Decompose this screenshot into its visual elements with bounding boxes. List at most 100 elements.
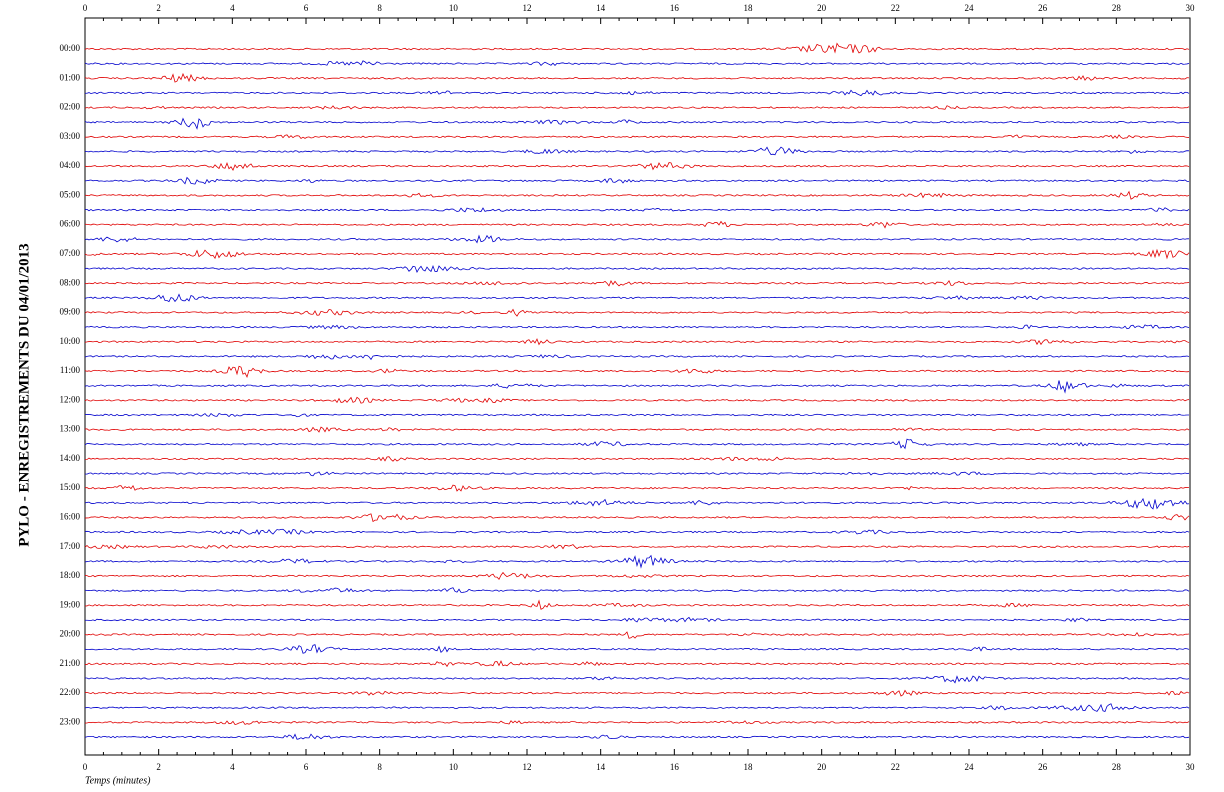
seismic-trace: [84, 60, 1190, 66]
row-label: 07:00: [59, 248, 80, 258]
seismic-trace: [84, 220, 1190, 229]
x-tick-label-top: 4: [230, 3, 235, 13]
seismic-trace: [84, 528, 1190, 536]
x-tick-label-top: 20: [817, 3, 827, 13]
x-tick-label-top: 30: [1186, 3, 1196, 13]
x-tick-label-top: 22: [891, 3, 900, 13]
seismic-trace: [84, 293, 1190, 303]
seismic-trace: [84, 456, 1190, 462]
seismic-trace: [84, 675, 1190, 684]
seismic-trace: [84, 365, 1190, 379]
seismic-trace: [84, 471, 1190, 477]
seismic-trace: [84, 117, 1190, 130]
seismic-trace: [84, 497, 1190, 510]
chart-title: PYLO - ENREGISTREMENTS DU 04/01/2013: [16, 243, 32, 546]
seismic-trace: [84, 176, 1189, 185]
row-label: 00:00: [59, 43, 80, 53]
x-tick-label-bottom: 8: [377, 762, 382, 772]
seismic-trace: [84, 396, 1190, 404]
x-tick-label-top: 18: [744, 3, 754, 13]
seismic-trace: [84, 190, 1190, 200]
seismic-trace: [84, 72, 1190, 83]
x-tick-label-bottom: 14: [596, 762, 606, 772]
x-tick-label-bottom: 4: [230, 762, 235, 772]
x-tick-label-bottom: 2: [156, 762, 161, 772]
row-label: 12:00: [59, 394, 80, 404]
x-tick-label-top: 26: [1038, 3, 1048, 13]
seismic-trace: [84, 324, 1190, 330]
x-tick-label-top: 0: [83, 3, 88, 13]
row-label: 04:00: [59, 160, 80, 170]
x-tick-label-top: 8: [377, 3, 382, 13]
seismic-trace: [84, 338, 1190, 346]
seismic-trace: [84, 438, 1190, 450]
row-label: 05:00: [59, 189, 80, 199]
seismic-trace: [84, 554, 1190, 569]
seismic-trace: [84, 544, 1190, 550]
seismic-trace: [84, 587, 1190, 593]
x-tick-label-bottom: 12: [523, 762, 532, 772]
x-tick-label-top: 28: [1112, 3, 1122, 13]
seismic-trace: [84, 689, 1190, 697]
seismic-trace: [84, 703, 1190, 713]
row-label: 21:00: [59, 658, 80, 668]
seismic-trace: [84, 134, 1190, 140]
row-label: 14:00: [59, 453, 80, 463]
x-tick-label-bottom: 0: [83, 762, 88, 772]
seismic-trace: [84, 42, 1190, 54]
x-tick-label-top: 2: [156, 3, 161, 13]
seismic-trace: [84, 105, 1190, 110]
x-tick-label-bottom: 24: [965, 762, 975, 772]
row-label: 13:00: [59, 424, 80, 434]
seismic-trace: [84, 571, 1190, 580]
seismic-trace: [84, 354, 1190, 361]
seismic-trace: [84, 513, 1190, 523]
seismic-trace: [84, 412, 1190, 418]
seismic-trace: [84, 162, 1190, 172]
row-label: 03:00: [59, 131, 80, 141]
seismic-trace: [84, 308, 1190, 317]
x-tick-label-top: 16: [670, 3, 680, 13]
seismic-trace: [84, 234, 1190, 244]
row-label: 17:00: [59, 541, 80, 551]
seismic-trace: [84, 146, 1190, 156]
row-label: 16:00: [59, 511, 80, 521]
seismic-trace: [84, 264, 1190, 273]
x-tick-label-bottom: 10: [449, 762, 459, 772]
row-label: 10:00: [59, 336, 80, 346]
row-label: 09:00: [59, 307, 80, 317]
x-tick-label-bottom: 18: [744, 762, 754, 772]
x-axis-label: Temps (minutes): [85, 775, 151, 786]
x-tick-label-bottom: 16: [670, 762, 680, 772]
seismic-trace: [84, 660, 1190, 668]
x-tick-label-top: 12: [523, 3, 532, 13]
x-tick-label-top: 6: [304, 3, 309, 13]
x-tick-label-bottom: 6: [304, 762, 309, 772]
row-label: 06:00: [59, 219, 80, 229]
x-tick-label-bottom: 22: [891, 762, 900, 772]
x-tick-label-top: 14: [596, 3, 606, 13]
x-tick-label-bottom: 28: [1112, 762, 1122, 772]
seismic-trace: [84, 631, 1190, 639]
x-tick-label-bottom: 30: [1186, 762, 1196, 772]
seismic-trace: [84, 380, 1190, 394]
row-label: 18:00: [59, 570, 80, 580]
row-label: 19:00: [59, 599, 80, 609]
seismic-trace: [84, 733, 1190, 740]
row-label: 08:00: [59, 277, 80, 287]
seismic-trace: [84, 207, 1190, 213]
row-label: 15:00: [59, 482, 80, 492]
seismic-trace: [84, 248, 1190, 260]
row-label: 20:00: [59, 629, 80, 639]
x-tick-label-bottom: 26: [1038, 762, 1048, 772]
seismic-trace: [84, 484, 1190, 492]
seismic-trace: [84, 89, 1190, 97]
seismic-trace: [84, 426, 1190, 433]
x-tick-label-bottom: 20: [817, 762, 827, 772]
seismic-trace: [84, 616, 1190, 623]
x-tick-label-top: 24: [965, 3, 975, 13]
seismic-trace: [84, 720, 1190, 726]
row-label: 11:00: [60, 365, 81, 375]
seismic-trace: [84, 644, 1190, 654]
